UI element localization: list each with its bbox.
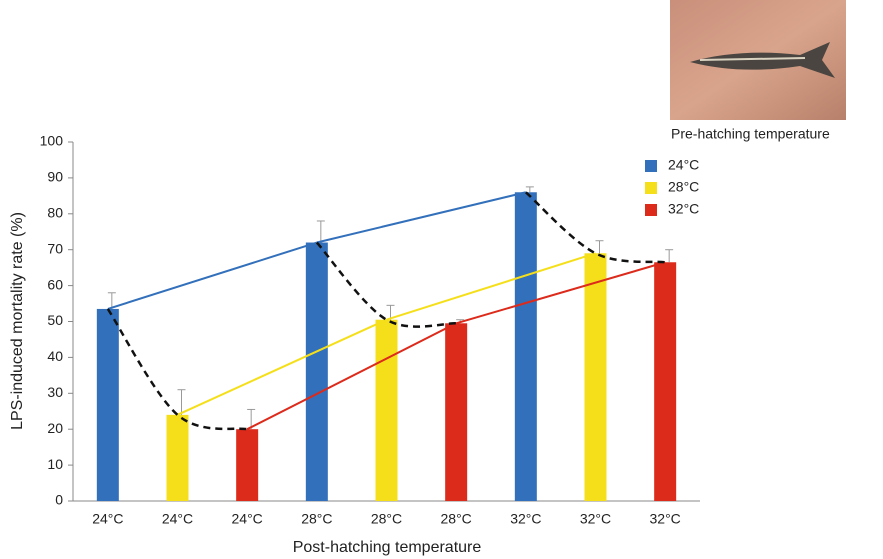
y-tick-label: 100: [40, 133, 64, 149]
dashed-curve: [108, 309, 247, 429]
trend-line: [178, 320, 387, 415]
chart: Pre-hatching temperature Post-hatching t…: [0, 0, 883, 559]
x-tick-label: 28°C: [441, 511, 472, 527]
x-tick-label: 24°C: [232, 511, 263, 527]
x-tick-label: 28°C: [371, 511, 402, 527]
y-tick-label: 80: [47, 205, 63, 221]
trend-line: [247, 323, 456, 429]
bar: [306, 243, 328, 501]
y-tick-label: 60: [47, 276, 63, 292]
y-tick-label: 50: [47, 312, 63, 328]
y-tick-label: 20: [47, 420, 63, 436]
dashed-curve: [317, 243, 456, 327]
legend-title: Pre-hatching temperature: [671, 126, 830, 142]
legend-label: 32°C: [668, 201, 699, 217]
trend-line: [108, 243, 317, 309]
x-tick-label: 28°C: [301, 511, 332, 527]
bar: [167, 415, 189, 501]
y-tick-label: 90: [47, 169, 63, 185]
y-tick-label: 40: [47, 348, 63, 364]
bar: [97, 309, 119, 501]
y-tick-label: 30: [47, 384, 63, 400]
y-tick-label: 10: [47, 456, 63, 472]
x-axis-title: Post-hatching temperature: [293, 539, 482, 556]
x-tick-label: 24°C: [92, 511, 123, 527]
trend-line: [387, 253, 596, 319]
bar: [445, 323, 467, 501]
legend-label: 24°C: [668, 157, 699, 173]
x-tick-label: 24°C: [162, 511, 193, 527]
bar: [236, 429, 258, 501]
x-tick-label: 32°C: [580, 511, 611, 527]
x-tick-label: 32°C: [650, 511, 681, 527]
legend-swatch: [645, 160, 657, 172]
bar: [515, 192, 537, 501]
dashed-curve: [526, 192, 665, 262]
legend-swatch: [645, 204, 657, 216]
legend-swatch: [645, 182, 657, 194]
trend-line: [456, 262, 665, 323]
trend-line: [317, 192, 526, 242]
bar: [376, 320, 398, 501]
y-tick-label: 70: [47, 240, 63, 256]
y-axis-title: LPS-induced mortality rate (%): [9, 212, 26, 430]
x-tick-label: 32°C: [510, 511, 541, 527]
bar: [585, 253, 607, 501]
y-tick-label: 0: [55, 492, 63, 508]
legend-label: 28°C: [668, 179, 699, 195]
bar: [654, 262, 676, 501]
fish-photo: [670, 0, 846, 120]
